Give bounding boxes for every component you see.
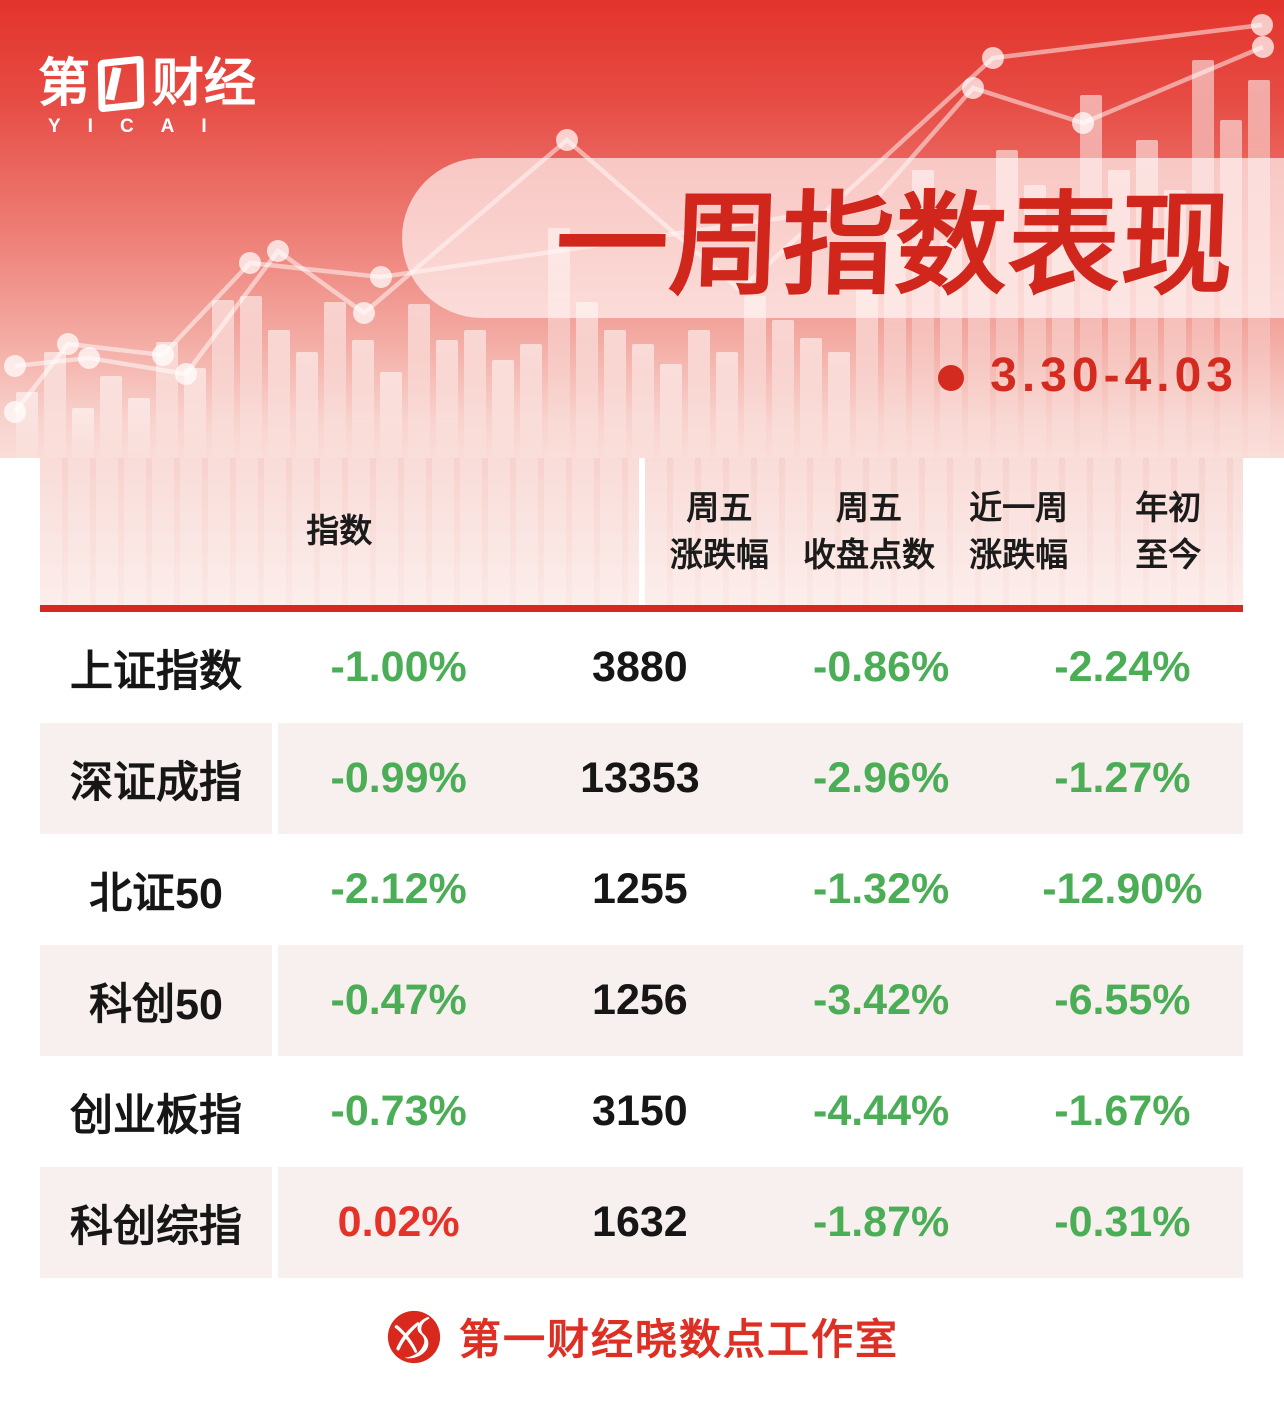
value-cell: -1.27% [1054, 754, 1191, 802]
row-values: -0.73% 3150 -4.44% -1.67% [278, 1056, 1243, 1167]
row-values: -1.00% 3880 -0.86% -2.24% [278, 612, 1243, 723]
value-cell: -2.24% [1054, 643, 1191, 691]
value-cell: -0.47% [330, 976, 467, 1024]
value-cell: -0.99% [330, 754, 467, 802]
table-header: 指数 周五 涨跌幅 周五 收盘点数 近一周 涨跌幅 年初 至今 [40, 458, 1243, 605]
value-cell: 1255 [592, 865, 688, 913]
table-row: 创业板指 -0.73% 3150 -4.44% -1.67% [40, 1056, 1243, 1167]
header-line: 指数 [306, 512, 373, 550]
brand-latin: YICAI [48, 116, 234, 137]
header-line: 涨跌幅 [969, 535, 1069, 573]
value-cell: -2.96% [813, 754, 950, 802]
header-line: 年初 [1135, 489, 1202, 527]
value-cell: 13353 [580, 754, 700, 802]
header-friday-close: 周五 收盘点数 [794, 458, 944, 605]
value-cell: -1.32% [813, 865, 950, 913]
index-name: 创业板指 [70, 1091, 242, 1140]
date-bullet-icon [938, 364, 965, 391]
title-banner [402, 158, 1284, 318]
header-line: 周五 [835, 489, 902, 527]
value-cell: -1.87% [813, 1198, 950, 1246]
table-body: 上证指数 -1.00% 3880 -0.86% -2.24% 深证成指 -0.99% 1335… [40, 612, 1243, 1278]
header-line: 涨跌幅 [669, 535, 769, 573]
value-cell: 1632 [592, 1198, 688, 1246]
header-line: 近一周 [969, 489, 1069, 527]
value-cell: 0.02% [337, 1198, 460, 1246]
decor-line-dots [4, 14, 1274, 423]
performance-table: 指数 周五 涨跌幅 周五 收盘点数 近一周 涨跌幅 年初 至今 [40, 458, 1243, 1278]
value-cell: 3150 [592, 1087, 688, 1135]
brand-logo: 第 财经 YICAI [38, 55, 257, 138]
header-friday-change: 周五 涨跌幅 [645, 458, 795, 605]
value-cell: 3880 [592, 643, 688, 691]
hero-section: 第 财经 YICAI 一周指数表现 3.30-4.03 [0, 0, 1284, 458]
value-cell: -0.86% [813, 643, 950, 691]
studio-logo-icon [387, 1310, 441, 1363]
value-cell: -2.12% [330, 865, 467, 913]
table-row: 深证成指 -0.99% 13353 -2.96% -1.27% [40, 723, 1243, 834]
page-title: 一周指数表现 [553, 183, 1237, 308]
index-name: 北证50 [89, 869, 223, 918]
index-name: 上证指数 [70, 647, 242, 696]
date-range: 3.30-4.03 [938, 348, 1238, 403]
value-cell: -6.55% [1054, 976, 1191, 1024]
table-row: 科创50 -0.47% 1256 -3.42% -6.55% [40, 945, 1243, 1056]
table-row: 科创综指 0.02% 1632 -1.87% -0.31% [40, 1167, 1243, 1278]
index-name: 科创综指 [40, 1167, 272, 1278]
header-week-change: 近一周 涨跌幅 [944, 458, 1094, 605]
value-cell: -3.42% [813, 976, 950, 1024]
header-line: 周五 [686, 489, 753, 527]
date-range-text: 3.30-4.03 [990, 349, 1238, 402]
header-line: 至今 [1135, 535, 1202, 573]
value-cell: -4.44% [813, 1087, 950, 1135]
table-row: 北证50 -2.12% 1255 -1.32% -12.90% [40, 834, 1243, 945]
brand-logo-row: 第 财经 [38, 55, 257, 113]
studio-name: 第一财经晓数点工作室 [458, 1316, 899, 1363]
brand-cjk-prefix: 第 [38, 55, 91, 113]
brand-one-icon [97, 55, 145, 113]
header-index-column: 指数 [40, 458, 639, 605]
value-cell: -1.00% [330, 643, 467, 691]
row-values: -0.47% 1256 -3.42% -6.55% [278, 945, 1243, 1056]
value-cell: -0.31% [1054, 1198, 1191, 1246]
header-line: 收盘点数 [802, 535, 935, 573]
header-value-columns: 周五 涨跌幅 周五 收盘点数 近一周 涨跌幅 年初 至今 [644, 458, 1243, 605]
brand-cjk-suffix: 财经 [152, 55, 257, 113]
row-values: -2.12% 1255 -1.32% -12.90% [278, 834, 1243, 945]
value-cell: -0.73% [330, 1087, 467, 1135]
table-row: 上证指数 -1.00% 3880 -0.86% -2.24% [40, 612, 1243, 723]
index-name: 科创50 [40, 945, 272, 1056]
value-cell: 1256 [592, 976, 688, 1024]
row-values: 0.02% 1632 -1.87% -0.31% [278, 1167, 1243, 1278]
footer: 第一财经晓数点工作室 [0, 1306, 1284, 1367]
index-name: 深证成指 [40, 723, 272, 834]
header-ytd: 年初 至今 [1093, 458, 1243, 605]
value-cell: -1.67% [1054, 1087, 1191, 1135]
row-values: -0.99% 13353 -2.96% -1.27% [278, 723, 1243, 834]
red-divider [40, 605, 1243, 612]
value-cell: -12.90% [1042, 865, 1203, 913]
